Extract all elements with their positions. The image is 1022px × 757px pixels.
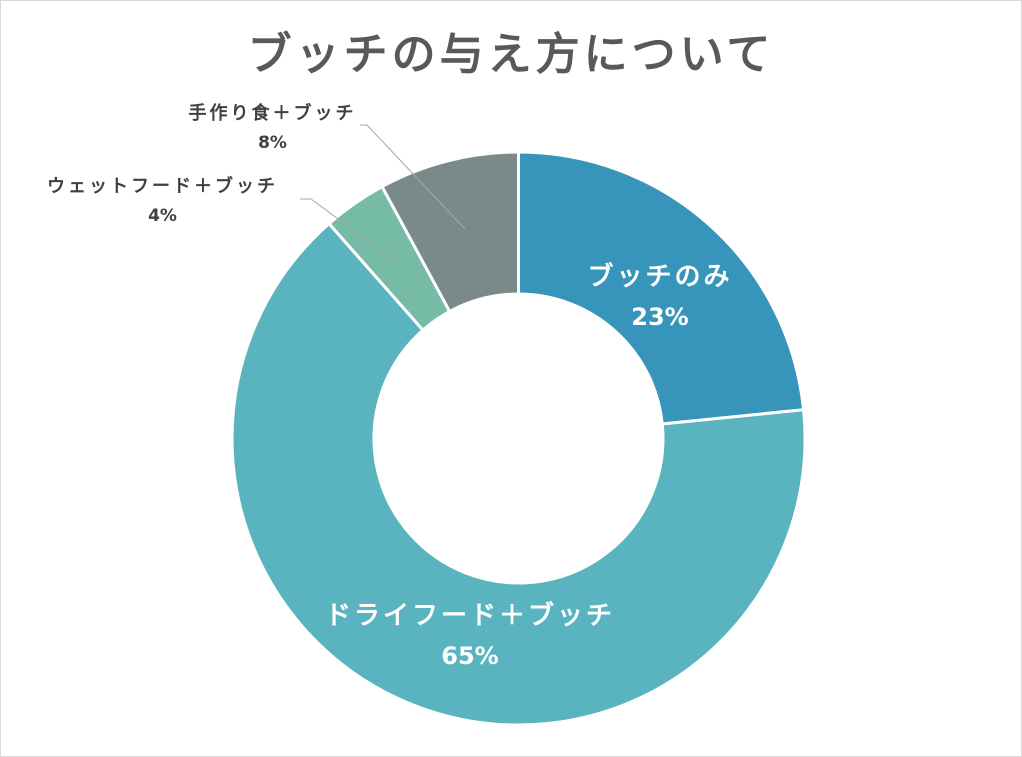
donut-slice-3 [380,150,520,313]
data-label-percent: 8% [258,133,287,153]
data-label-dryfood: ドライフード＋ブッチ 65% [290,595,650,670]
data-label-name: 手作り食＋ブッチ [188,103,357,124]
donut-slice-1 [230,222,807,727]
data-label-percent: 4% [148,206,177,226]
leader-lines [300,124,466,262]
data-label-name: ドライフード＋ブッチ [324,601,615,631]
chart-title: ブッチの与え方について [247,29,775,80]
donut-slice-0 [517,150,806,426]
donut-slices [230,150,807,727]
data-label-name: ウェットフード＋ブッチ [47,176,278,197]
data-label-butch-only: ブッチのみ 23% [560,256,760,331]
data-label-handmade: 手作り食＋ブッチ 8% [170,99,375,153]
data-label-percent: 23% [631,303,689,331]
data-label-name: ブッチのみ [587,262,733,292]
data-label-percent: 65% [441,642,499,670]
leader-line-handmade [360,124,466,230]
leader-line-wetfood [300,198,396,262]
data-label-wetfood: ウェットフード＋ブッチ 4% [20,172,305,226]
